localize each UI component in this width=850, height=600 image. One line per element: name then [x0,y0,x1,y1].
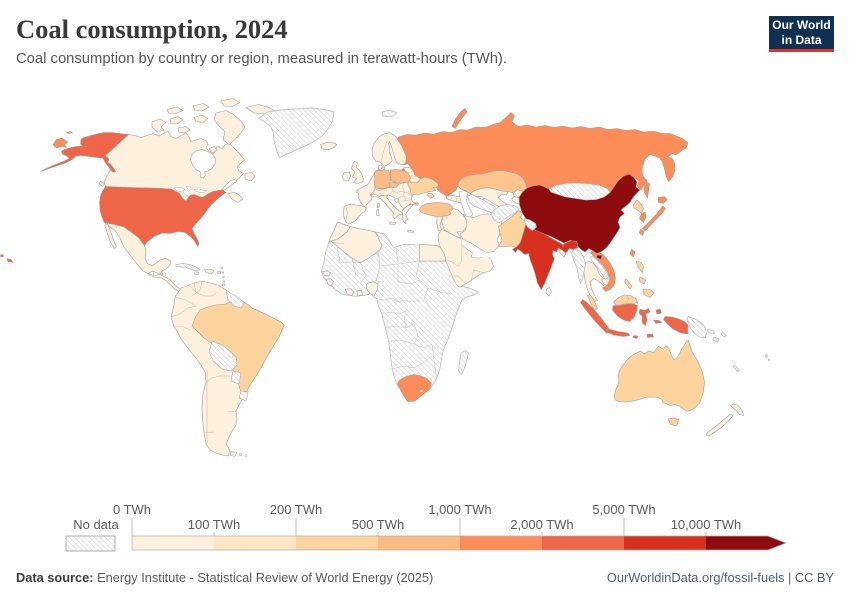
svg-text:10,000 TWh: 10,000 TWh [671,517,742,532]
svg-text:0 TWh: 0 TWh [113,502,151,517]
svg-text:No data: No data [73,517,119,532]
svg-text:200 TWh: 200 TWh [270,502,323,517]
svg-text:500 TWh: 500 TWh [352,517,405,532]
svg-text:5,000 TWh: 5,000 TWh [592,502,655,517]
svg-text:100 TWh: 100 TWh [188,517,241,532]
svg-text:1,000 TWh: 1,000 TWh [428,502,491,517]
svg-text:2,000 TWh: 2,000 TWh [510,517,573,532]
